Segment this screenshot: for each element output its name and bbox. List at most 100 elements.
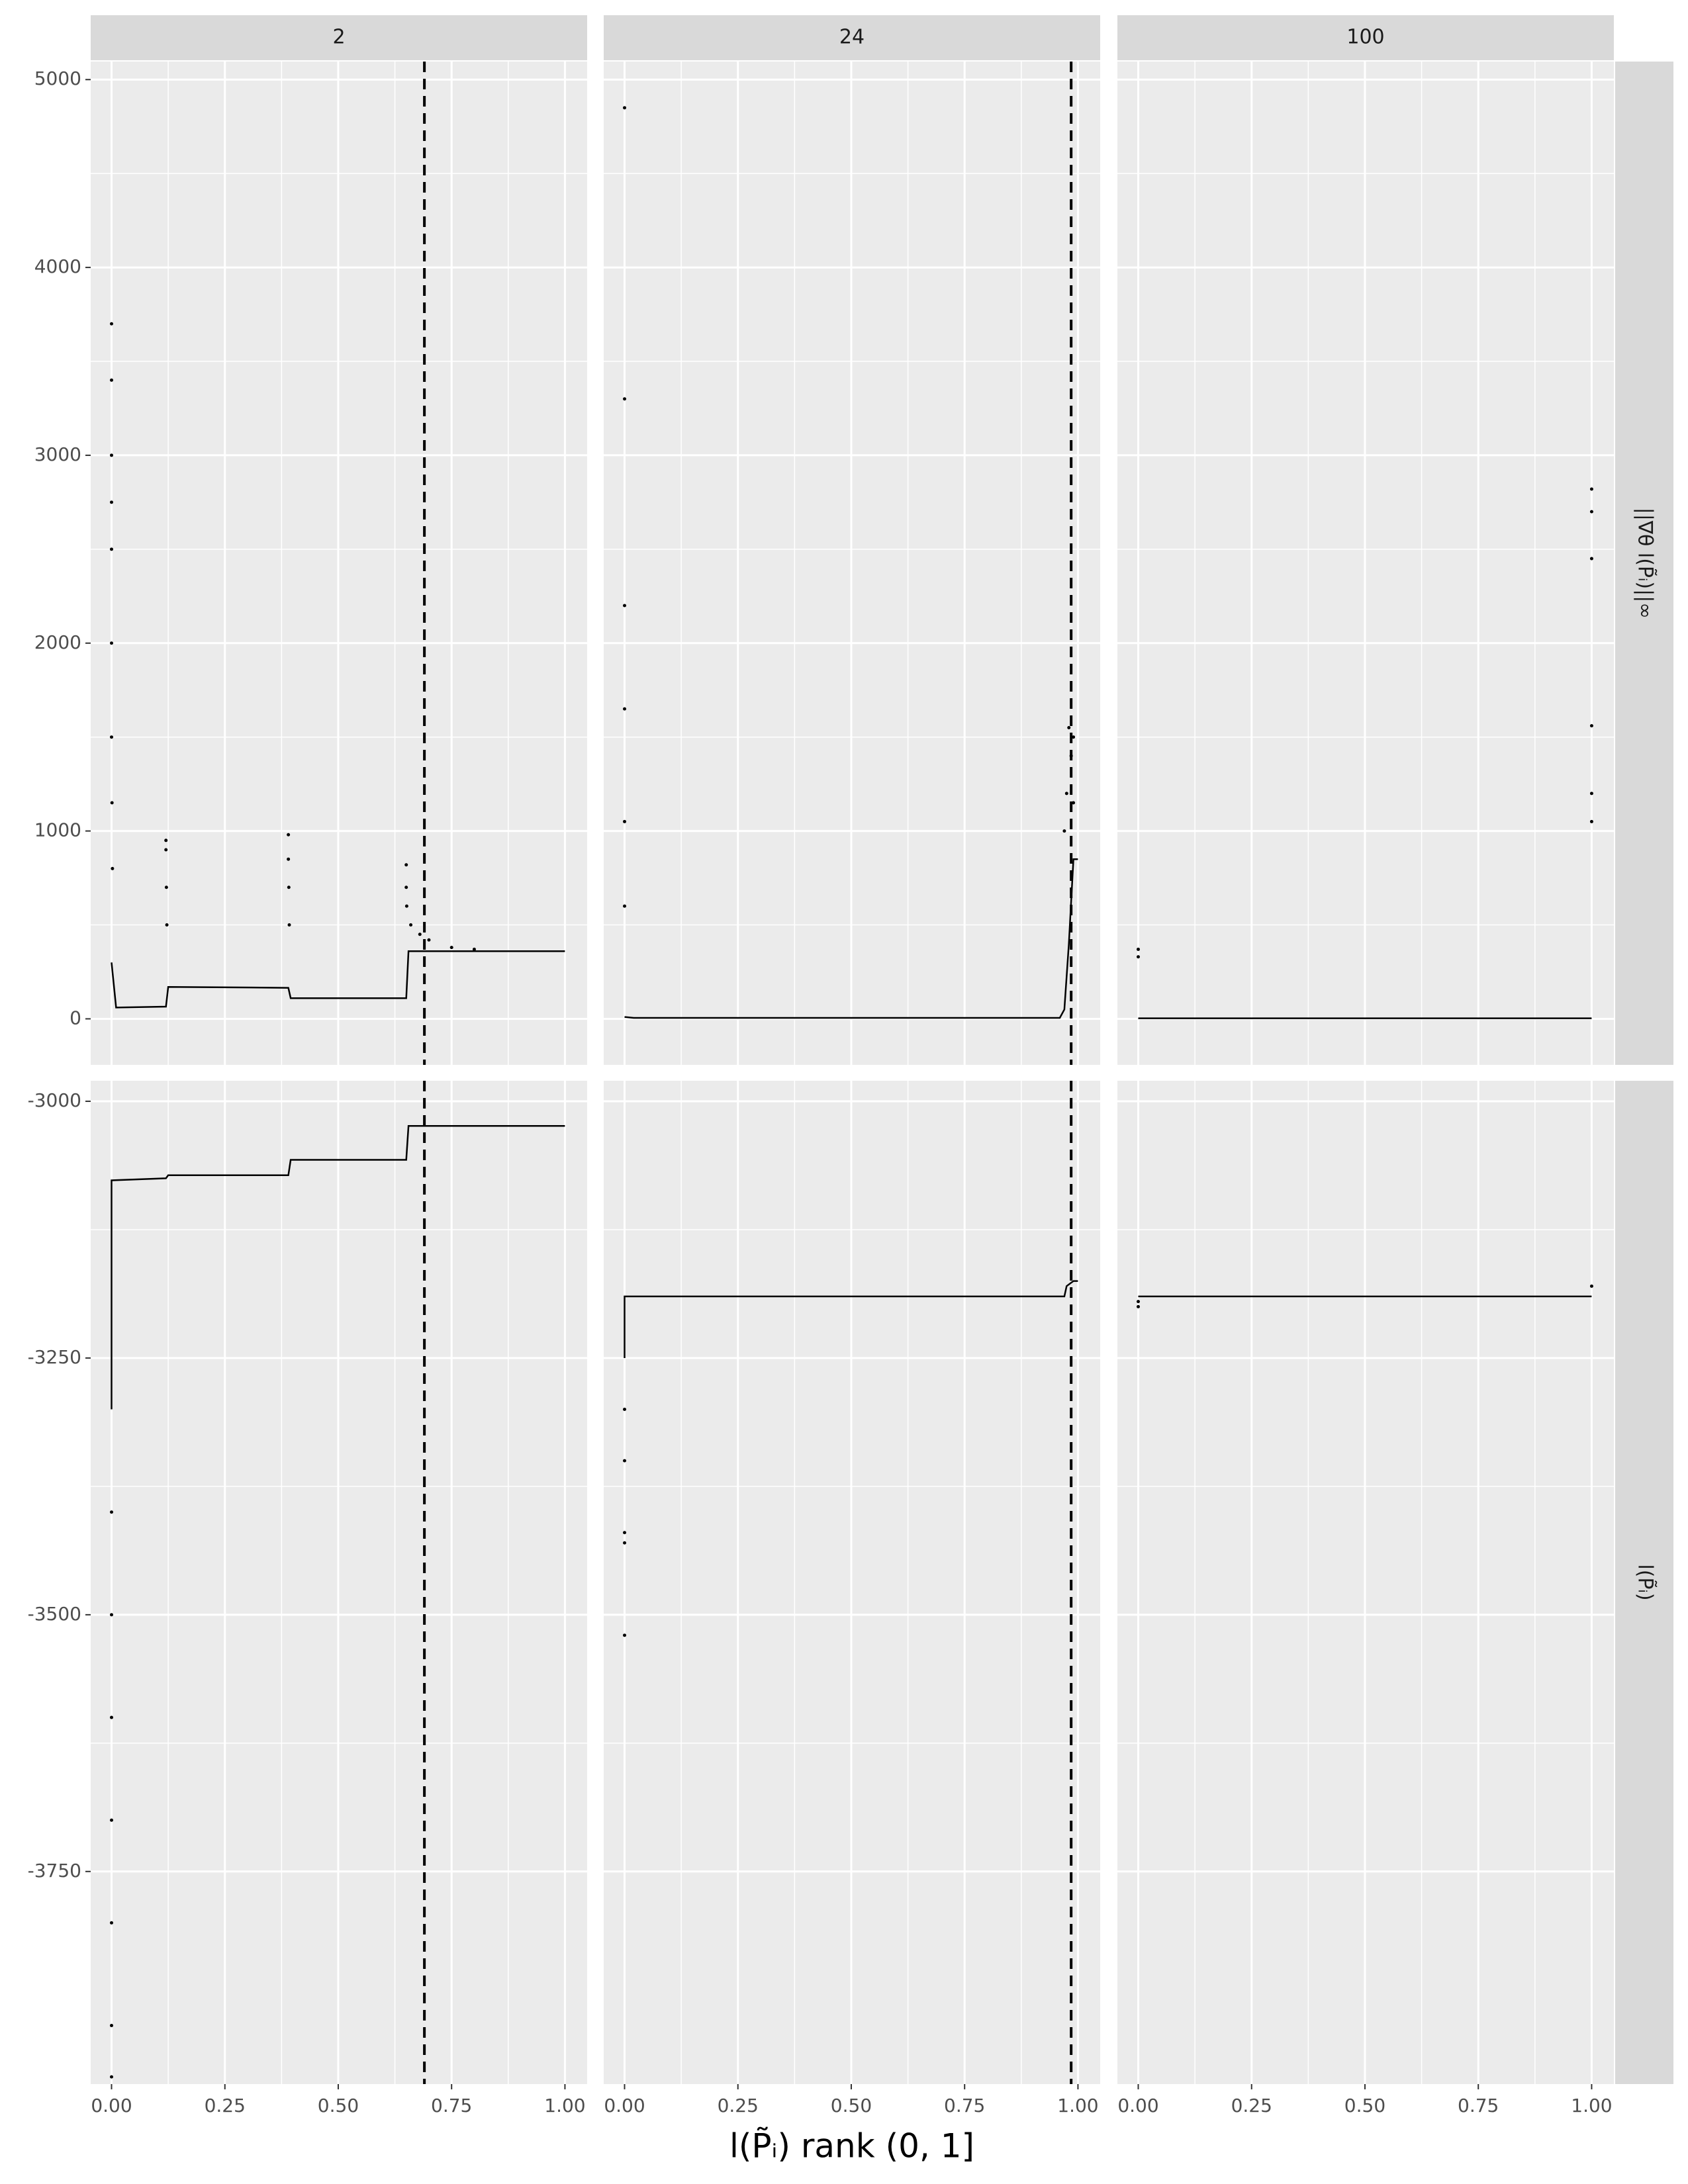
x-tick-label: 0.00 — [91, 2095, 132, 2116]
x-tick-label: 0.25 — [718, 2095, 759, 2116]
point — [623, 1531, 627, 1535]
point — [110, 322, 114, 326]
point — [623, 819, 627, 823]
point — [287, 886, 291, 889]
y-tick-label: 5000 — [34, 68, 81, 89]
strip-background — [604, 15, 1100, 60]
point — [110, 547, 114, 551]
point — [1589, 724, 1593, 728]
row-strip-label: ||∇θ l(P̃ᵢ)||∞ — [1634, 508, 1657, 619]
point — [1589, 819, 1593, 823]
point — [1072, 735, 1076, 739]
point — [110, 500, 114, 504]
point — [1589, 487, 1593, 491]
strip-background — [1615, 62, 1673, 1065]
point — [623, 106, 627, 110]
point — [1137, 1300, 1141, 1304]
x-tick-label: 0.50 — [831, 2095, 872, 2116]
y-tick-label: 2000 — [34, 631, 81, 653]
strip-background — [1117, 15, 1614, 60]
x-tick-label: 0.75 — [431, 2095, 472, 2116]
point — [1137, 1304, 1141, 1308]
y-tick-label: -3750 — [28, 1860, 81, 1882]
point — [287, 857, 291, 861]
point — [164, 886, 168, 889]
point — [110, 453, 114, 457]
point — [1062, 829, 1066, 833]
strip-background — [1615, 1081, 1673, 2084]
point — [164, 848, 168, 852]
y-tick-label: -3000 — [28, 1089, 81, 1111]
point — [404, 886, 408, 889]
point — [110, 1715, 114, 1719]
point — [111, 866, 115, 870]
point — [404, 863, 408, 867]
point — [287, 833, 291, 837]
point — [472, 947, 476, 951]
point — [1589, 557, 1593, 561]
point — [110, 2075, 114, 2079]
x-tick-label: 0.50 — [1344, 2095, 1385, 2116]
point — [110, 1510, 114, 1514]
point — [110, 641, 114, 645]
point — [1137, 947, 1141, 951]
y-tick-label: -3500 — [28, 1603, 81, 1625]
point — [1589, 510, 1593, 514]
point — [409, 923, 413, 927]
point — [623, 1408, 627, 1412]
x-tick-label: 0.00 — [1117, 2095, 1158, 2116]
point — [110, 1613, 114, 1617]
x-tick-label: 0.25 — [1231, 2095, 1272, 2116]
x-axis-label: l(P̃ᵢ) rank (0, 1] — [729, 2126, 974, 2165]
x-tick-label: 0.75 — [1458, 2095, 1499, 2116]
point — [110, 801, 114, 805]
point — [404, 904, 408, 908]
point — [110, 1818, 114, 1822]
y-tick-label: 0 — [70, 1007, 81, 1028]
x-tick-label: 0.75 — [944, 2095, 985, 2116]
point — [1589, 1284, 1593, 1288]
column-strip-label: 2 — [332, 26, 345, 49]
y-tick-label: 3000 — [34, 443, 81, 465]
x-tick-label: 1.00 — [1571, 2095, 1612, 2116]
point — [110, 735, 114, 739]
point — [623, 1541, 627, 1545]
row-strip-label: l(P̃ᵢ) — [1634, 1564, 1657, 1600]
point — [427, 938, 431, 942]
point — [164, 839, 168, 842]
point — [1064, 792, 1068, 796]
point — [623, 904, 627, 908]
point — [1137, 955, 1141, 959]
point — [165, 923, 169, 927]
point — [1067, 726, 1071, 730]
trend-line — [624, 1280, 1078, 1358]
x-tick-label: 1.00 — [544, 2095, 585, 2116]
y-tick-label: 1000 — [34, 819, 81, 841]
point — [110, 378, 114, 382]
column-strip-label: 100 — [1346, 26, 1384, 49]
point — [623, 604, 627, 608]
point — [623, 707, 627, 711]
point — [1589, 792, 1593, 796]
trend-line — [111, 950, 565, 1009]
x-tick-label: 0.00 — [604, 2095, 645, 2116]
point — [623, 1633, 627, 1637]
x-tick-label: 0.50 — [318, 2095, 359, 2116]
x-tick-label: 1.00 — [1057, 2095, 1098, 2116]
point — [623, 1459, 627, 1463]
point — [449, 946, 453, 950]
strip-background — [91, 15, 587, 60]
trend-line — [111, 1125, 565, 1410]
trend-line — [624, 858, 1078, 1019]
x-tick-label: 0.25 — [205, 2095, 246, 2116]
point — [1072, 801, 1076, 805]
point — [623, 397, 627, 401]
y-tick-label: 4000 — [34, 255, 81, 277]
point — [110, 1921, 114, 1925]
point — [287, 923, 291, 927]
y-tick-label: -3250 — [28, 1346, 81, 1368]
point — [418, 933, 422, 936]
point — [110, 2024, 114, 2028]
column-strip-label: 24 — [839, 26, 865, 49]
